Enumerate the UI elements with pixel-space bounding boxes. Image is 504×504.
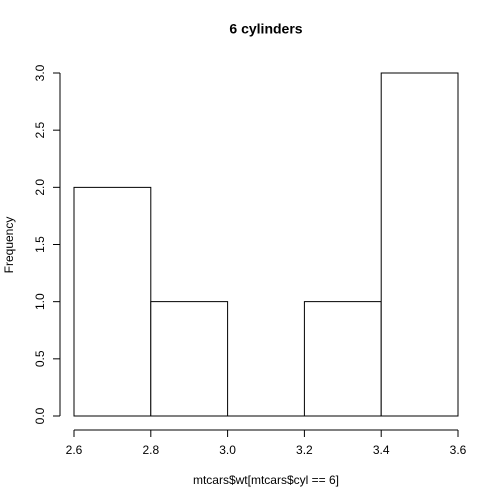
bar <box>150 301 229 417</box>
x-tick-label: 3.0 <box>219 443 236 457</box>
y-tick-label: 2.5 <box>33 122 47 139</box>
y-axis-label: Frequency <box>2 217 16 274</box>
x-tick-label: 3.4 <box>373 443 390 457</box>
y-tick-label: 1.5 <box>33 236 47 253</box>
y-tick-label: 0.0 <box>33 407 47 424</box>
bar <box>73 186 152 417</box>
x-axis-label: mtcars$wt[mtcars$cyl == 6] <box>193 473 339 487</box>
y-tick-label: 3.0 <box>33 64 47 81</box>
chart-title: 6 cylinders <box>229 21 302 37</box>
y-tick-label: 1.0 <box>33 293 47 310</box>
y-tick-label: 2.0 <box>33 179 47 196</box>
x-tick-label: 2.6 <box>66 443 83 457</box>
bar <box>303 301 382 417</box>
x-tick-label: 2.8 <box>142 443 159 457</box>
x-tick-label: 3.2 <box>296 443 313 457</box>
x-tick-label: 3.6 <box>450 443 467 457</box>
y-tick-label: 0.5 <box>33 350 47 367</box>
bar <box>380 72 459 417</box>
